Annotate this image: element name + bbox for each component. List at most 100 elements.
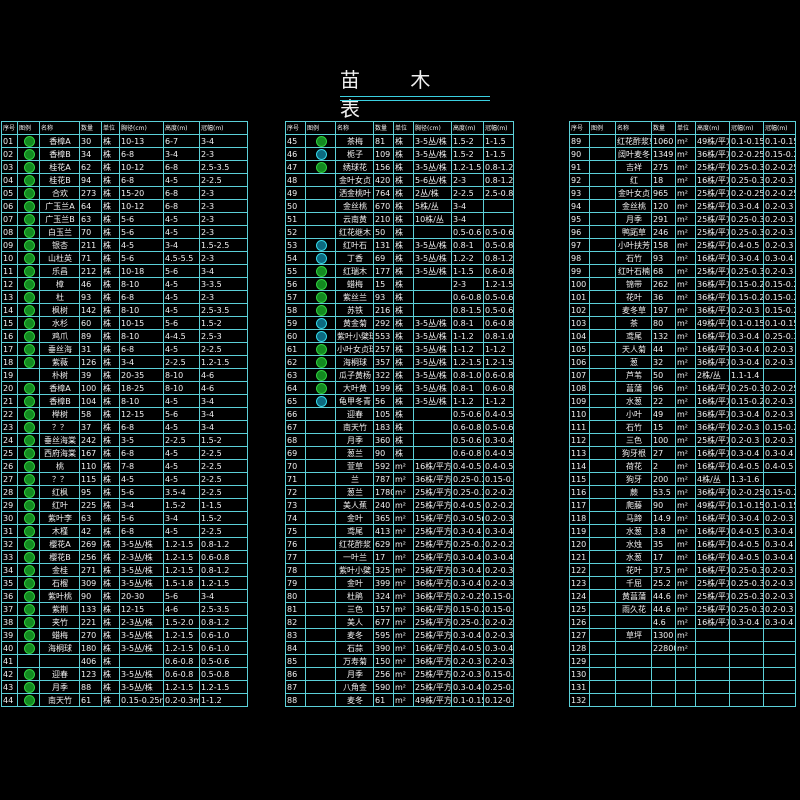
- crown-width-cell: 2-2.5: [199, 459, 248, 473]
- height-cell: 0.4-0.5: [451, 641, 484, 655]
- empty-legend-icon: [317, 618, 326, 627]
- unit-cell: m²: [393, 602, 414, 616]
- spec-cell: 8-10: [119, 394, 164, 408]
- unit-cell: m²: [675, 420, 696, 434]
- legend-cell: [589, 485, 616, 499]
- crown-width-cell: [763, 368, 796, 382]
- height-cell: 0.25-0.3: [451, 615, 484, 629]
- table-row: 24 垂丝海棠 242 株 3-5 2-2.5 1.5-2: [1, 433, 248, 447]
- plant-symbol-icon: [315, 252, 327, 264]
- spec-cell: 3-5: [119, 433, 164, 447]
- plant-name-cell: 桂花A: [39, 160, 80, 174]
- legend-cell: [305, 563, 336, 577]
- empty-legend-icon: [317, 514, 326, 523]
- height-cell: 0.2-0.25: [729, 186, 764, 200]
- unit-cell: 株: [101, 147, 120, 161]
- unit-cell: m²: [675, 563, 696, 577]
- row-number-cell: 101: [569, 290, 590, 304]
- height-cell: 0.25-0.3: [451, 485, 484, 499]
- row-number-cell: 93: [569, 186, 590, 200]
- unit-cell: m²: [393, 472, 414, 486]
- crown-width-cell: 0.3-0.4: [763, 524, 796, 538]
- crown-width-cell: 0.5-0.6: [483, 225, 514, 239]
- plant-symbol-icon: [23, 317, 35, 329]
- table-row: 89红花酢浆草1060m²49株/平方0.1-0.150.1-0.15: [569, 134, 796, 148]
- table-row: 14 枫树 142 株 8-10 4-5 2.5-3.5: [1, 303, 248, 317]
- legend-cell: [17, 420, 40, 434]
- height-cell: 0.3-0.4: [729, 407, 764, 421]
- plant-name-cell: 蜡梅: [39, 628, 80, 642]
- unit-cell: m²: [675, 589, 696, 603]
- row-number-cell: 74: [285, 511, 306, 525]
- unit-cell: m²: [393, 641, 414, 655]
- spec-cell: 25株/平方: [413, 615, 452, 629]
- crown-width-cell: 0.2-0.25: [483, 485, 514, 499]
- spec-cell: [695, 680, 730, 694]
- crown-width-cell: 2-2.5: [199, 485, 248, 499]
- spec-cell: 2-3丛/株: [119, 550, 164, 564]
- crown-width-cell: 0.5-0.8: [199, 667, 248, 681]
- height-cell: [729, 680, 764, 694]
- quantity-cell: 68: [651, 264, 676, 278]
- crown-width-cell: 0.2-0.3: [483, 654, 514, 668]
- spec-cell: [119, 654, 164, 668]
- legend-cell: [589, 199, 616, 213]
- row-number-cell: 46: [285, 147, 306, 161]
- legend-cell: [589, 355, 616, 369]
- legend-cell: [305, 147, 336, 161]
- row-number-cell: 35: [1, 576, 18, 590]
- plant-table-left: 序号 图例 名称 数量 单位 胸径(cm) 高度(m) 冠幅(m) 01 香樟A 3…: [1, 121, 248, 707]
- height-cell: 4-5: [163, 225, 200, 239]
- spec-cell: 25株/平方: [413, 563, 452, 577]
- crown-width-cell: [483, 212, 514, 226]
- legend-cell: [17, 589, 40, 603]
- plant-symbol-icon: [23, 512, 35, 524]
- header-cell: 序号: [569, 121, 590, 135]
- quantity-cell: 360: [373, 433, 394, 447]
- height-cell: 4.5-5.5: [163, 251, 200, 265]
- spec-cell: 10-15: [119, 316, 164, 330]
- row-number-cell: 43: [1, 680, 18, 694]
- quantity-cell: 93: [373, 290, 394, 304]
- table-row: 12 樟 46 株 8-10 4-5 3-3.5: [1, 277, 248, 291]
- row-number-cell: 21: [1, 394, 18, 408]
- plant-name-cell: 云南黄: [335, 212, 374, 226]
- table-row: 131: [569, 680, 796, 694]
- unit-cell: m²: [675, 446, 696, 460]
- quantity-cell: 25.2: [651, 576, 676, 590]
- row-number-cell: 120: [569, 537, 590, 551]
- quantity-cell: 44.6: [651, 589, 676, 603]
- row-number-cell: 15: [1, 316, 18, 330]
- height-cell: 0.8-1: [451, 316, 484, 330]
- crown-width-cell: [483, 199, 514, 213]
- plant-symbol-icon: [315, 395, 327, 407]
- quantity-cell: 257: [373, 342, 394, 356]
- quantity-cell: 262: [651, 277, 676, 291]
- empty-legend-icon: [599, 579, 608, 588]
- quantity-cell: 69: [373, 251, 394, 265]
- legend-cell: [17, 511, 40, 525]
- table-header-row: 序号 图例 名称 数量 单位 胸径(cm) 高度(m) 冠幅(m): [285, 121, 514, 135]
- height-cell: 0.2-0.3: [729, 420, 764, 434]
- quantity-cell: 46: [79, 277, 102, 291]
- quantity-cell: 64: [79, 199, 102, 213]
- height-cell: 2-3: [451, 173, 484, 187]
- crown-width-cell: 0.8-1.2: [483, 160, 514, 174]
- plant-table-right: 序号 图例 名称 数量 单位 高度(m) 冠幅(m) 冠幅(m) 89 红花酢浆草…: [569, 121, 796, 707]
- plant-symbol-icon: [23, 538, 35, 550]
- crown-width-cell: 0.6-1.0: [199, 641, 248, 655]
- legend-cell: [589, 251, 616, 265]
- plant-symbol-icon: [23, 161, 35, 173]
- header-cell: 序号: [1, 121, 18, 135]
- unit-cell: 株: [101, 381, 120, 395]
- height-cell: 0.4-0.5: [451, 459, 484, 473]
- table-row: 44 南天竹 61 株 0.15-0.25m 0.2-0.3m 1-1.2: [1, 693, 248, 707]
- legend-cell: [305, 615, 336, 629]
- legend-cell: [17, 264, 40, 278]
- row-number-cell: 34: [1, 563, 18, 577]
- crown-width-cell: 0.5-0.6: [483, 420, 514, 434]
